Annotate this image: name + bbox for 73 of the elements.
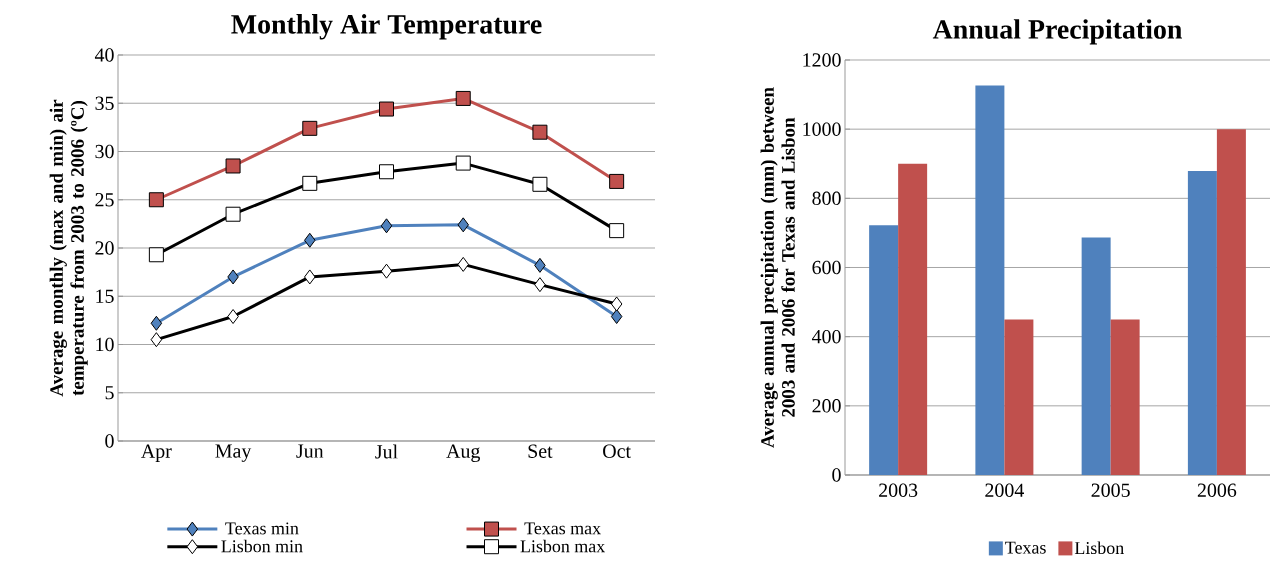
- legend-label: Lisbon min: [221, 539, 303, 553]
- y-axis-title: Average annual precipitation (mm) between 2003 and 2006 for Texas and Lisbon: [760, 87, 795, 448]
- y-tick-label: 5: [105, 386, 114, 400]
- point: [610, 296, 623, 312]
- bar: [1110, 319, 1140, 475]
- point: [609, 223, 625, 239]
- point: [225, 158, 241, 174]
- point: [380, 263, 393, 279]
- x-tick-label: Apr: [141, 444, 172, 462]
- point: [534, 277, 546, 293]
- point: [148, 192, 164, 208]
- y-tick-label: 40: [94, 48, 114, 62]
- y-axis-title: Average monthly (max and min) air temperature from 2003 to 2006 (ºC): [49, 99, 88, 397]
- y-tick-label: 0: [105, 434, 114, 448]
- x-tick-label: May: [215, 444, 252, 462]
- chart-title: Monthly Air Temperature: [231, 14, 542, 40]
- x-tick-label: Set: [528, 444, 553, 458]
- legend-label: Lisbon max: [520, 539, 605, 553]
- point: [302, 120, 318, 136]
- bar: [1081, 237, 1111, 475]
- x-tick-label: Jun: [296, 444, 324, 458]
- bar: [1004, 319, 1034, 475]
- legend-label: Texas min: [225, 522, 299, 535]
- x-tick-label: 2005: [1091, 483, 1130, 497]
- y-tick-label: 10: [96, 337, 114, 352]
- point: [150, 332, 163, 348]
- y-tick-label: 15: [96, 289, 114, 303]
- y-tick-label: 1200: [803, 53, 841, 67]
- point: [532, 176, 548, 192]
- point: [379, 101, 394, 117]
- point: [304, 232, 316, 248]
- point: [302, 175, 318, 191]
- point: [148, 247, 164, 263]
- legend-label: Lisbon: [1074, 541, 1124, 555]
- point: [532, 124, 548, 140]
- point: [227, 269, 239, 285]
- y-tick-label: 800: [812, 191, 841, 206]
- bar: [1216, 129, 1246, 475]
- chart-title: Annual Precipitation: [932, 19, 1182, 45]
- bar: [1187, 171, 1217, 475]
- point: [227, 309, 239, 325]
- point: [379, 164, 394, 180]
- point: [609, 173, 625, 189]
- point: [455, 155, 471, 171]
- point: [457, 256, 469, 272]
- legend-label: Texas: [1005, 541, 1046, 554]
- x-tick-label: 2006: [1197, 483, 1237, 497]
- y-tick-label: 30: [95, 144, 114, 159]
- bar: [975, 85, 1005, 475]
- y-tick-label: 20: [95, 241, 114, 255]
- x-tick-label: Oct: [603, 444, 631, 458]
- point: [610, 309, 623, 325]
- y-tick-label: 0: [832, 468, 841, 482]
- point: [225, 206, 241, 222]
- point: [304, 269, 316, 285]
- legend-label: Texas max: [524, 522, 601, 535]
- y-tick-label: 25: [95, 193, 114, 207]
- y-tick-label: 35: [95, 96, 114, 110]
- y-tick-label: 600: [812, 260, 841, 275]
- point: [457, 217, 469, 233]
- y-tick-label: 400: [811, 329, 841, 344]
- point: [380, 218, 393, 234]
- point: [150, 315, 163, 331]
- y-tick-label: 200: [812, 399, 841, 413]
- point: [534, 257, 546, 273]
- x-tick-label: 2004: [985, 483, 1024, 497]
- x-tick-label: Aug: [446, 444, 480, 462]
- bar: [898, 163, 928, 475]
- y-tick-label: 1000: [803, 122, 841, 136]
- x-tick-label: Jul: [375, 444, 398, 459]
- x-tick-label: 2003: [879, 483, 918, 497]
- point: [455, 90, 471, 106]
- bar: [869, 225, 899, 475]
